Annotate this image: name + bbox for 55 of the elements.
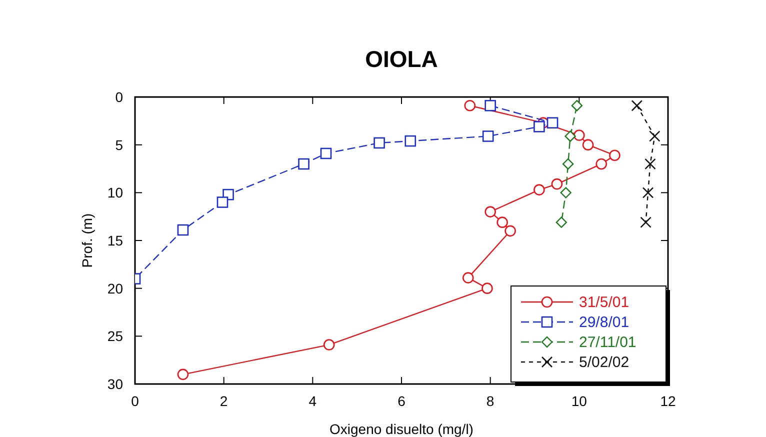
point bbox=[482, 130, 494, 142]
point bbox=[323, 339, 335, 350]
point bbox=[534, 121, 545, 132]
point bbox=[642, 187, 654, 198]
point bbox=[496, 216, 508, 228]
point bbox=[504, 225, 516, 237]
point bbox=[216, 196, 228, 208]
x-tick-label: 0 bbox=[131, 393, 140, 409]
point bbox=[631, 100, 643, 112]
y-tick-label: 0 bbox=[115, 89, 124, 105]
point bbox=[571, 100, 583, 112]
x-tick-label: 6 bbox=[398, 393, 406, 409]
y-tick-label: 25 bbox=[107, 328, 124, 344]
point bbox=[609, 150, 620, 162]
x-axis-title: Oxigeno disuelto (mg/l) bbox=[330, 421, 474, 437]
x-tick-label: 4 bbox=[308, 393, 317, 409]
y-tick-label: 10 bbox=[107, 184, 124, 201]
x-tick-label: 10 bbox=[571, 393, 588, 409]
y-tick-label: 15 bbox=[107, 232, 124, 248]
y-axis-title: Prof. (m) bbox=[79, 213, 95, 268]
x-tick-label: 2 bbox=[220, 393, 228, 409]
point bbox=[464, 100, 476, 112]
point bbox=[596, 158, 608, 170]
point bbox=[640, 216, 652, 228]
point bbox=[560, 187, 572, 198]
legend-label: 27/11/01 bbox=[579, 334, 636, 351]
point bbox=[484, 206, 496, 218]
legend-label: 31/5/01 bbox=[579, 294, 630, 311]
point bbox=[320, 148, 332, 160]
point bbox=[462, 272, 474, 284]
point bbox=[564, 130, 576, 142]
point bbox=[546, 117, 558, 128]
legend-label: 29/8/01 bbox=[579, 314, 630, 331]
y-tick-label: 30 bbox=[107, 376, 124, 392]
y-tick-label: 20 bbox=[107, 280, 124, 296]
point bbox=[298, 158, 310, 170]
point bbox=[374, 137, 385, 149]
x-tick-label: 8 bbox=[486, 393, 494, 409]
point bbox=[404, 135, 416, 147]
point bbox=[562, 158, 574, 170]
point bbox=[556, 216, 567, 228]
point bbox=[649, 130, 660, 142]
point bbox=[644, 158, 656, 170]
legend-label: 5/02/02 bbox=[579, 354, 630, 371]
point bbox=[482, 282, 493, 294]
chart-title: OIOLA bbox=[365, 46, 438, 72]
point bbox=[582, 139, 594, 150]
point bbox=[177, 368, 189, 380]
point bbox=[534, 184, 545, 196]
point bbox=[551, 178, 563, 190]
x-tick-label: 12 bbox=[660, 393, 676, 409]
point bbox=[574, 130, 585, 141]
point bbox=[177, 224, 189, 236]
y-tick-label: 5 bbox=[115, 136, 124, 153]
point bbox=[484, 100, 496, 112]
